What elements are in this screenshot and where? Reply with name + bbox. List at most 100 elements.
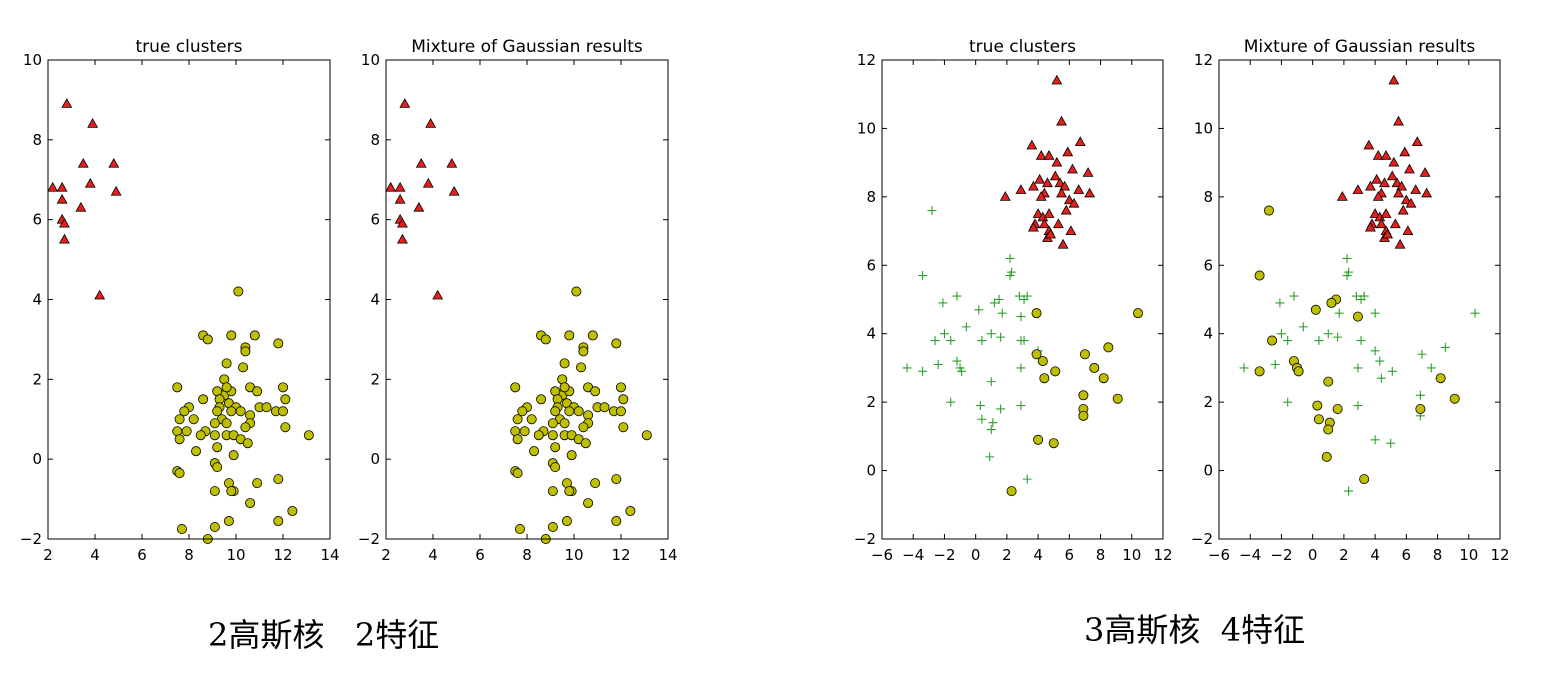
plot-frame — [1218, 59, 1501, 540]
data-point-plus — [1016, 401, 1026, 411]
data-point-triangle — [56, 193, 68, 204]
x-tick-label: 2 — [43, 546, 53, 564]
data-point-plus — [1275, 298, 1285, 308]
data-point-triangle — [108, 157, 120, 168]
data-point-circle — [587, 330, 598, 341]
data-point-circle — [287, 506, 298, 517]
data-point-triangle — [394, 181, 406, 192]
data-point-circle — [526, 414, 537, 425]
data-point-triangle — [47, 181, 59, 192]
data-point-triangle — [1043, 149, 1055, 160]
x-tick-label: 6 — [137, 546, 147, 564]
data-point-triangle — [77, 157, 89, 168]
data-point-plus — [927, 206, 937, 216]
data-point-triangle — [1059, 180, 1071, 191]
data-point-plus — [1417, 349, 1427, 359]
data-point-circle — [202, 334, 213, 345]
data-point-circle — [1310, 304, 1321, 315]
caption-right: 3高斯核 4特征 — [1084, 611, 1306, 649]
data-point-triangle — [1379, 177, 1390, 188]
data-point-circle — [233, 286, 244, 297]
data-point-triangle — [1375, 218, 1387, 229]
data-point-triangle — [1054, 177, 1066, 188]
data-point-circle — [209, 418, 220, 429]
data-point-circle — [273, 516, 284, 527]
y-tick-label: 0 — [32, 450, 42, 468]
y-tick-label: 8 — [866, 188, 876, 206]
data-point-triangle — [1027, 221, 1039, 232]
data-point-plus — [952, 356, 962, 366]
data-point-circle — [212, 406, 223, 417]
y-tick-label: 2 — [32, 370, 42, 388]
data-point-triangle — [1352, 184, 1364, 194]
data-point-plus — [1386, 438, 1396, 448]
data-point-plus — [1426, 363, 1436, 373]
data-point-plus — [918, 271, 928, 281]
data-point-triangle — [61, 98, 73, 108]
y-tick-label: 8 — [370, 131, 380, 149]
data-point-circle — [566, 450, 577, 461]
data-point-triangle — [1035, 191, 1047, 201]
data-point-triangle — [1056, 187, 1067, 198]
x-tick-label: 4 — [90, 546, 100, 564]
data-point-circle — [1133, 308, 1144, 319]
x-tick-label: 2 — [381, 546, 391, 564]
data-point-circle — [559, 382, 570, 393]
data-point-triangle — [1038, 218, 1050, 229]
x-tick-label: 12 — [273, 546, 292, 564]
data-point-circle — [176, 524, 187, 535]
data-point-circle — [209, 522, 220, 533]
data-point-triangle — [448, 185, 460, 196]
data-point-circle — [536, 394, 547, 405]
x-tick-label: 2 — [1002, 546, 1012, 564]
data-point-triangle — [1065, 225, 1077, 235]
data-point-plus — [1016, 363, 1026, 373]
data-point-triangle — [1034, 173, 1046, 184]
data-point-circle — [1323, 424, 1334, 435]
data-point-circle — [240, 346, 251, 357]
data-point-plus — [946, 397, 956, 407]
data-point-plus — [918, 366, 928, 376]
y-tick-label: 0 — [370, 450, 380, 468]
x-tick-label: 8 — [522, 546, 532, 564]
data-point-plus — [902, 363, 912, 373]
data-point-circle — [1078, 390, 1089, 401]
data-point-plus — [961, 322, 971, 332]
x-tick-label: 4 — [1033, 546, 1043, 564]
data-point-circle — [1112, 393, 1123, 404]
data-point-circle — [550, 462, 561, 473]
data-point-triangle — [432, 289, 444, 300]
data-point-triangle — [1026, 139, 1038, 150]
data-point-circle — [174, 434, 185, 445]
data-point-triangle — [1084, 187, 1096, 198]
data-point-triangle — [1388, 156, 1400, 167]
data-point-circle — [611, 516, 622, 527]
data-point-triangle — [1393, 115, 1404, 126]
data-point-plus — [977, 336, 987, 346]
data-point-triangle — [1043, 208, 1055, 218]
y-tick-label: 12 — [857, 51, 876, 69]
data-point-circle — [226, 486, 237, 497]
scatter-panel-4: Mixture of Gaussian results −6 −4 −2 0 2 4 6 8 10… — [1191, 37, 1510, 564]
chart-title: true clusters — [136, 37, 243, 57]
data-point-circle — [1031, 308, 1042, 319]
data-point-circle — [1415, 403, 1426, 414]
data-point-plus — [1270, 360, 1280, 370]
data-point-triangle — [422, 177, 434, 188]
data-point-triangle — [1067, 163, 1078, 174]
data-point-circle — [174, 414, 185, 425]
x-tick-label: −2 — [1270, 546, 1292, 564]
data-point-circle — [571, 286, 582, 297]
data-point-triangle — [1410, 184, 1422, 194]
data-point-plus — [1370, 346, 1380, 356]
data-point-plus — [974, 305, 984, 315]
data-point-circle — [599, 402, 610, 413]
x-tick-label: 12 — [1153, 546, 1172, 564]
x-tick-label: 6 — [475, 546, 485, 564]
data-point-circle — [547, 418, 558, 429]
data-point-circle — [1449, 393, 1460, 404]
data-point-circle — [1435, 373, 1446, 384]
data-point-circle — [1254, 270, 1265, 281]
scatter-panel-3: true clusters −6 −4 −2 0 2 4 6 8 10 12 −2 0 2 4 6 8 10 12 — [854, 37, 1173, 564]
y-tick-label: 10 — [23, 51, 42, 69]
